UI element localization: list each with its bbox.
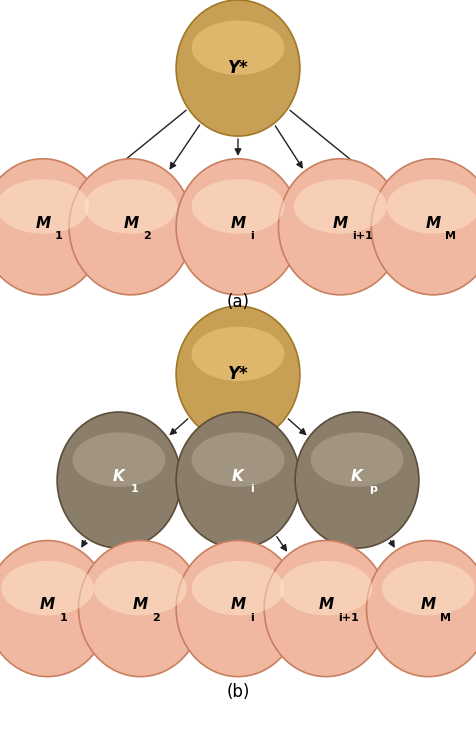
Ellipse shape [191, 20, 285, 75]
Ellipse shape [176, 159, 300, 295]
Text: M: M [123, 215, 139, 231]
Ellipse shape [94, 561, 187, 615]
Ellipse shape [1, 561, 94, 615]
Text: (a): (a) [227, 293, 249, 311]
Ellipse shape [387, 179, 476, 234]
Ellipse shape [57, 412, 181, 548]
Text: 1: 1 [60, 612, 67, 623]
Ellipse shape [191, 561, 285, 615]
Text: 1: 1 [55, 231, 62, 241]
Ellipse shape [0, 541, 109, 677]
Text: p: p [369, 484, 377, 494]
Text: M: M [318, 597, 334, 612]
Text: M: M [333, 215, 348, 231]
Ellipse shape [371, 159, 476, 295]
Ellipse shape [69, 159, 193, 295]
Text: M: M [445, 231, 456, 241]
Ellipse shape [279, 561, 372, 615]
Ellipse shape [176, 412, 300, 548]
Text: i: i [250, 231, 254, 241]
Ellipse shape [72, 432, 166, 487]
Text: (b): (b) [226, 683, 250, 701]
Ellipse shape [0, 159, 105, 295]
Text: 1: 1 [131, 484, 139, 494]
Text: Y*: Y* [228, 59, 248, 77]
Text: M: M [426, 215, 441, 231]
Text: K: K [232, 469, 244, 484]
Ellipse shape [382, 561, 475, 615]
Text: M: M [133, 597, 148, 612]
Ellipse shape [278, 159, 402, 295]
Text: i: i [250, 612, 254, 623]
Text: 2: 2 [143, 231, 150, 241]
Text: i+1: i+1 [352, 231, 373, 241]
Text: M: M [440, 612, 451, 623]
Text: K: K [351, 469, 363, 484]
Ellipse shape [191, 432, 285, 487]
Ellipse shape [294, 179, 387, 234]
Ellipse shape [79, 541, 202, 677]
Ellipse shape [295, 412, 419, 548]
Ellipse shape [85, 179, 177, 234]
Text: M: M [35, 215, 50, 231]
Text: M: M [230, 215, 246, 231]
Text: M: M [230, 597, 246, 612]
Text: Y*: Y* [228, 365, 248, 383]
Text: 2: 2 [152, 612, 160, 623]
Ellipse shape [367, 541, 476, 677]
Ellipse shape [176, 541, 300, 677]
Text: i: i [250, 484, 254, 494]
Text: M: M [40, 597, 55, 612]
Ellipse shape [176, 0, 300, 136]
Ellipse shape [191, 327, 285, 381]
Text: K: K [113, 469, 125, 484]
Text: M: M [421, 597, 436, 612]
Text: i+1: i+1 [338, 612, 359, 623]
Ellipse shape [310, 432, 404, 487]
Ellipse shape [0, 179, 89, 234]
Ellipse shape [191, 179, 285, 234]
Ellipse shape [176, 306, 300, 442]
Ellipse shape [264, 541, 388, 677]
